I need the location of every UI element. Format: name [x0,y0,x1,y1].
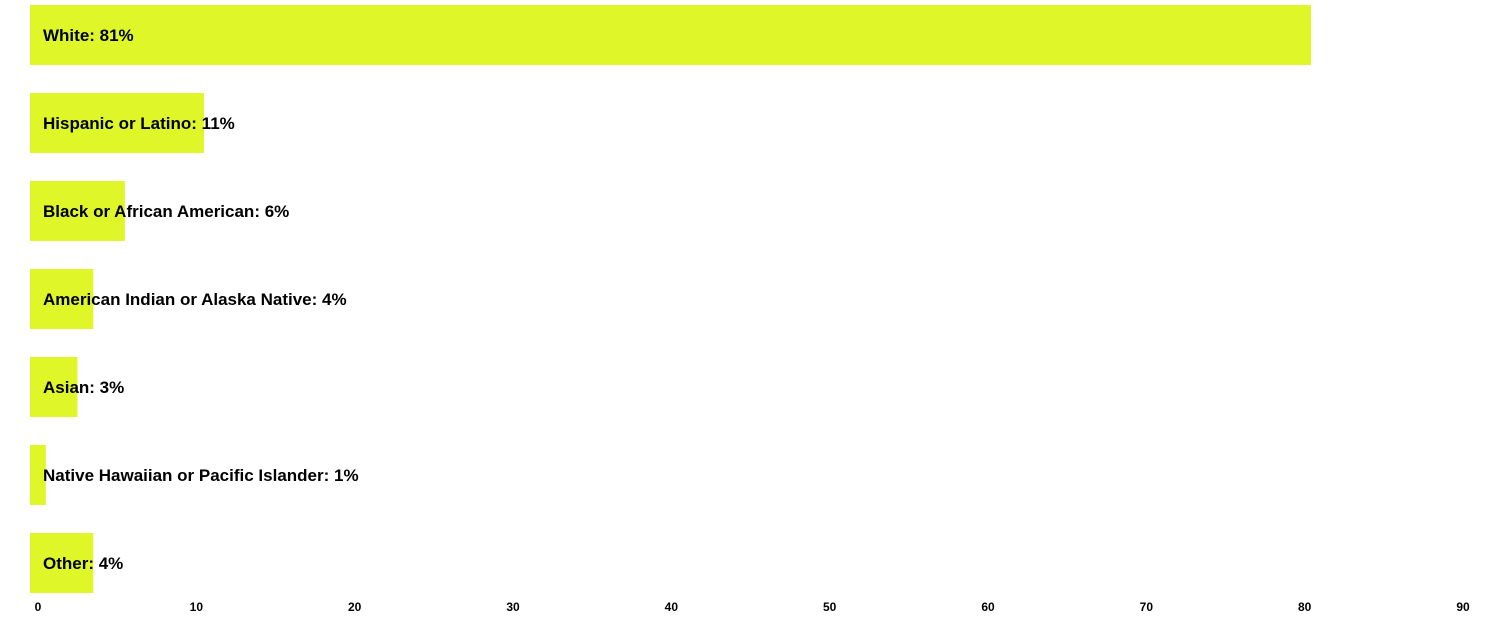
bar-asian [30,357,78,417]
bar-label-black-or-african-american: Black or African American: 6% [43,202,289,221]
x-tick-label-90: 90 [1456,600,1470,614]
bar-label-native-hawaiian-or-pacific-islander: Native Hawaiian or Pacific Islander: 1% [43,466,359,485]
x-tick-label-80: 80 [1298,600,1312,614]
bar-label-hispanic-or-latino: Hispanic or Latino: 11% [43,114,235,133]
x-tick-label-40: 40 [665,600,679,614]
x-tick-label-10: 10 [190,600,204,614]
bar-label-asian: Asian: 3% [43,378,124,397]
bar-label-white: White: 81% [43,26,134,45]
x-tick-label-0: 0 [35,600,42,614]
bars-layer [30,5,1311,593]
x-axis-ticks: 0 10 20 30 40 50 60 70 80 90 [35,600,1470,614]
bar-american-indian-or-alaska-native [30,269,94,329]
bar-label-american-indian-or-alaska-native: American Indian or Alaska Native: 4% [43,290,347,309]
bar-native-hawaiian-or-pacific-islander [30,445,46,505]
x-tick-label-60: 60 [981,600,995,614]
bar-other [30,533,94,593]
bar-white [30,5,1311,65]
bar-labels-layer: White: 81% Hispanic or Latino: 11% Black o… [43,26,359,573]
x-tick-label-20: 20 [348,600,362,614]
bar-black-or-african-american [30,181,125,241]
x-tick-label-30: 30 [506,600,520,614]
bar-hispanic-or-latino [30,93,204,153]
x-tick-label-70: 70 [1140,600,1154,614]
bar-label-other: Other: 4% [43,554,123,573]
x-tick-label-50: 50 [823,600,837,614]
